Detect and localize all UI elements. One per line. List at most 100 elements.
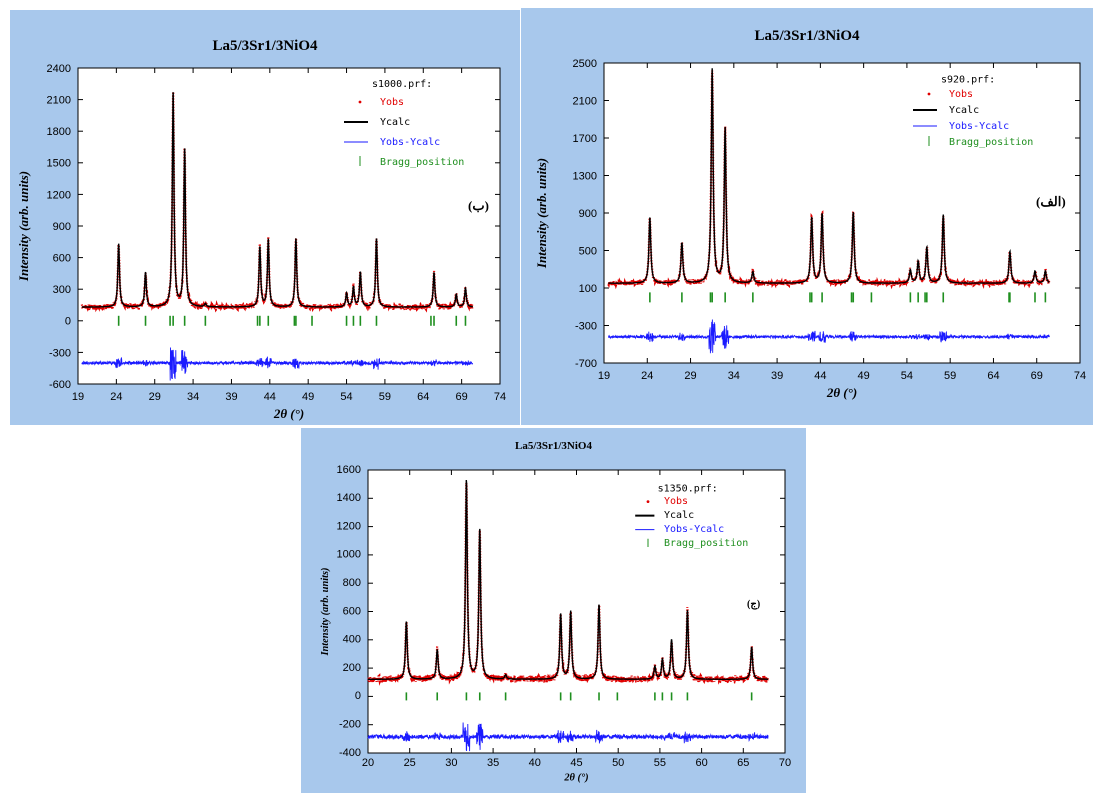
y-tick-label: 900 [53,221,71,233]
y-tick-label: 1400 [337,492,361,504]
x-tick-label: 50 [612,757,624,769]
x-tick-label: 30 [445,757,457,769]
y-tick-label: 600 [343,605,361,617]
x-tick-label: 39 [225,391,237,403]
x-tick-label: 64 [417,391,429,403]
x-tick-label: 24 [641,370,653,382]
legend-title: s1000.prf: [372,79,432,90]
y-tick-label: -200 [339,719,361,731]
y-tick-label: 400 [343,634,361,646]
difference-series [367,722,769,752]
difference-series [81,347,474,381]
y-tick-label: 2400 [47,63,71,75]
panel-label: (الف) [1036,194,1066,209]
x-tick-label: 59 [944,370,956,382]
x-tick-label: 24 [110,391,122,403]
x-tick-label: 54 [901,370,913,382]
y-tick-label: 1700 [573,133,597,145]
xrd-pattern-chart-1: 19 24 29 34 39 44 49 54 59 64 69 74 -600 -300 0 300 600 9… [16,63,506,421]
x-tick-label: 54 [340,391,352,403]
y-tick-label: 1200 [47,189,71,201]
legend-yobs-label: Yobs [949,89,973,100]
x-tick-label: 74 [1074,370,1086,382]
legend-ycalc-label: Ycalc [380,117,410,128]
chart-title: La5/3Sr1/3NiO4 [212,38,318,54]
y-tick-label: 1200 [337,520,361,532]
chart-panel-1: La5/3Sr1/3NiO4 19 24 29 34 39 44 49 54 59 64 69 74 -… [10,10,520,425]
y-tick-label: 0 [355,690,361,702]
legend-diff-label: Yobs-Ycalc [949,121,1009,132]
legend-title: s1350.prf: [658,483,718,494]
y-tick-label: -400 [339,747,361,759]
y-tick-label: 300 [53,284,71,296]
panel-label: (ج) [747,599,761,610]
x-axis-title: 2θ (°) [273,406,304,421]
x-tick-label: 45 [570,757,582,769]
x-tick-label: 25 [404,757,416,769]
y-axis-title: Intensity (arb. units) [534,158,549,269]
legend-yobs-marker [646,500,650,503]
xrd-pattern-chart-2: 19 24 29 34 39 44 49 54 59 64 69 74 -700 -300 100 500 90… [534,58,1086,400]
legend-diff-label: Yobs-Ycalc [380,137,440,148]
legend-bragg-label: Bragg_position [664,538,748,549]
legend-ycalc-label: Ycalc [664,510,694,521]
x-axis-title: 2θ (°) [563,772,588,783]
x-tick-label: 64 [987,370,999,382]
y-tick-label: 2100 [573,95,597,107]
x-tick-label: 34 [728,370,740,382]
x-tick-label: 49 [858,370,870,382]
ycalc-series [368,479,769,680]
x-tick-label: 29 [684,370,696,382]
legend-ycalc-label: Ycalc [949,105,979,116]
xrd-pattern-chart-3: 20 25 30 35 40 45 50 55 60 65 70 -400 -200 0 200 400 600… [320,464,791,784]
x-tick-label: 20 [362,757,374,769]
chart-panel-3: La5/3Sr1/3NiO4 20 25 30 35 40 45 50 55 60 65 70 -40… [301,428,806,793]
y-tick-label: 2100 [47,94,71,106]
y-tick-label: 1800 [47,126,71,138]
x-tick-label: 69 [1031,370,1043,382]
y-tick-label: 800 [343,577,361,589]
x-tick-label: 40 [529,757,541,769]
chart-title: La5/3Sr1/3NiO4 [514,440,592,452]
x-tick-label: 60 [695,757,707,769]
ycalc-series [81,92,474,308]
difference-series [608,319,1050,354]
legend-yobs-marker [358,100,362,104]
y-tick-label: 500 [579,245,597,257]
y-tick-label: 200 [343,662,361,674]
y-tick-label: 1000 [337,549,361,561]
y-tick-label: -300 [49,347,71,359]
ycalc-series [608,68,1050,284]
y-tick-label: -700 [575,358,597,370]
y-tick-label: 1300 [573,170,597,182]
y-tick-label: -300 [575,320,597,332]
y-tick-label: 600 [53,252,71,264]
chart-title: La5/3Sr1/3NiO4 [754,28,860,44]
legend-bragg-label: Bragg_position [380,157,464,168]
x-tick-label: 19 [598,370,610,382]
x-tick-label: 29 [149,391,161,403]
x-tick-label: 19 [72,391,84,403]
x-tick-label: 69 [456,391,468,403]
legend-yobs-label: Yobs [664,496,688,507]
panel-label: (ب) [468,198,489,213]
legend-title: s920.prf: [941,75,995,86]
x-tick-label: 49 [302,391,314,403]
y-tick-label: 2500 [573,58,597,70]
y-tick-label: 0 [65,316,71,328]
chart-panel-2: La5/3Sr1/3NiO4 19 24 29 34 39 44 49 54 59 64 69 74 -… [521,8,1093,425]
x-tick-label: 55 [654,757,666,769]
x-tick-label: 39 [771,370,783,382]
y-tick-label: -600 [49,379,71,391]
plot-area [77,67,501,385]
y-tick-label: 100 [579,283,597,295]
x-tick-label: 35 [487,757,499,769]
y-tick-label: 900 [579,208,597,220]
y-axis-title: Intensity (arb. units) [320,567,331,656]
legend-yobs-marker [927,92,931,96]
x-axis-title: 2θ (°) [826,385,857,400]
x-tick-label: 44 [264,391,276,403]
y-tick-label: 1500 [47,158,71,170]
x-tick-label: 44 [814,370,826,382]
legend-bragg-label: Bragg_position [949,137,1033,148]
